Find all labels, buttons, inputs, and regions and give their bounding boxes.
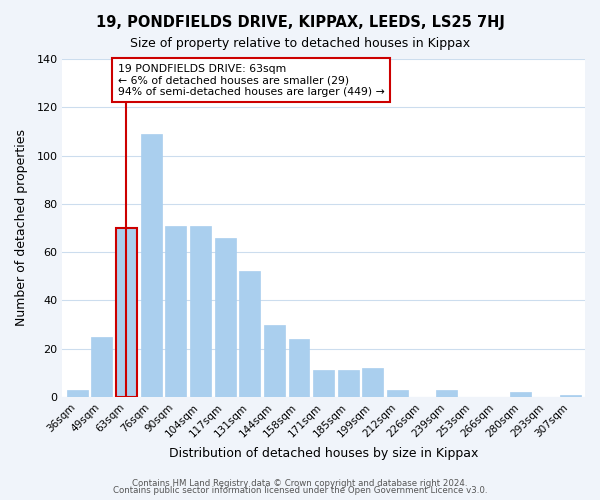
- Text: Contains HM Land Registry data © Crown copyright and database right 2024.: Contains HM Land Registry data © Crown c…: [132, 478, 468, 488]
- Bar: [289, 339, 310, 397]
- Text: 19 PONDFIELDS DRIVE: 63sqm
← 6% of detached houses are smaller (29)
94% of semi-: 19 PONDFIELDS DRIVE: 63sqm ← 6% of detac…: [118, 64, 385, 97]
- Bar: [338, 370, 359, 397]
- Bar: [116, 228, 137, 397]
- Bar: [264, 324, 285, 397]
- Bar: [190, 226, 211, 397]
- Bar: [511, 392, 532, 397]
- Bar: [165, 226, 186, 397]
- Bar: [91, 336, 112, 397]
- Bar: [362, 368, 383, 397]
- Bar: [560, 394, 581, 397]
- Bar: [215, 238, 236, 397]
- Bar: [239, 272, 260, 397]
- X-axis label: Distribution of detached houses by size in Kippax: Distribution of detached houses by size …: [169, 447, 478, 460]
- Y-axis label: Number of detached properties: Number of detached properties: [15, 130, 28, 326]
- Bar: [116, 228, 137, 397]
- Bar: [387, 390, 408, 397]
- Text: 19, PONDFIELDS DRIVE, KIPPAX, LEEDS, LS25 7HJ: 19, PONDFIELDS DRIVE, KIPPAX, LEEDS, LS2…: [95, 15, 505, 30]
- Text: Contains public sector information licensed under the Open Government Licence v3: Contains public sector information licen…: [113, 486, 487, 495]
- Bar: [67, 390, 88, 397]
- Bar: [436, 390, 457, 397]
- Bar: [140, 134, 161, 397]
- Text: Size of property relative to detached houses in Kippax: Size of property relative to detached ho…: [130, 38, 470, 51]
- Bar: [313, 370, 334, 397]
